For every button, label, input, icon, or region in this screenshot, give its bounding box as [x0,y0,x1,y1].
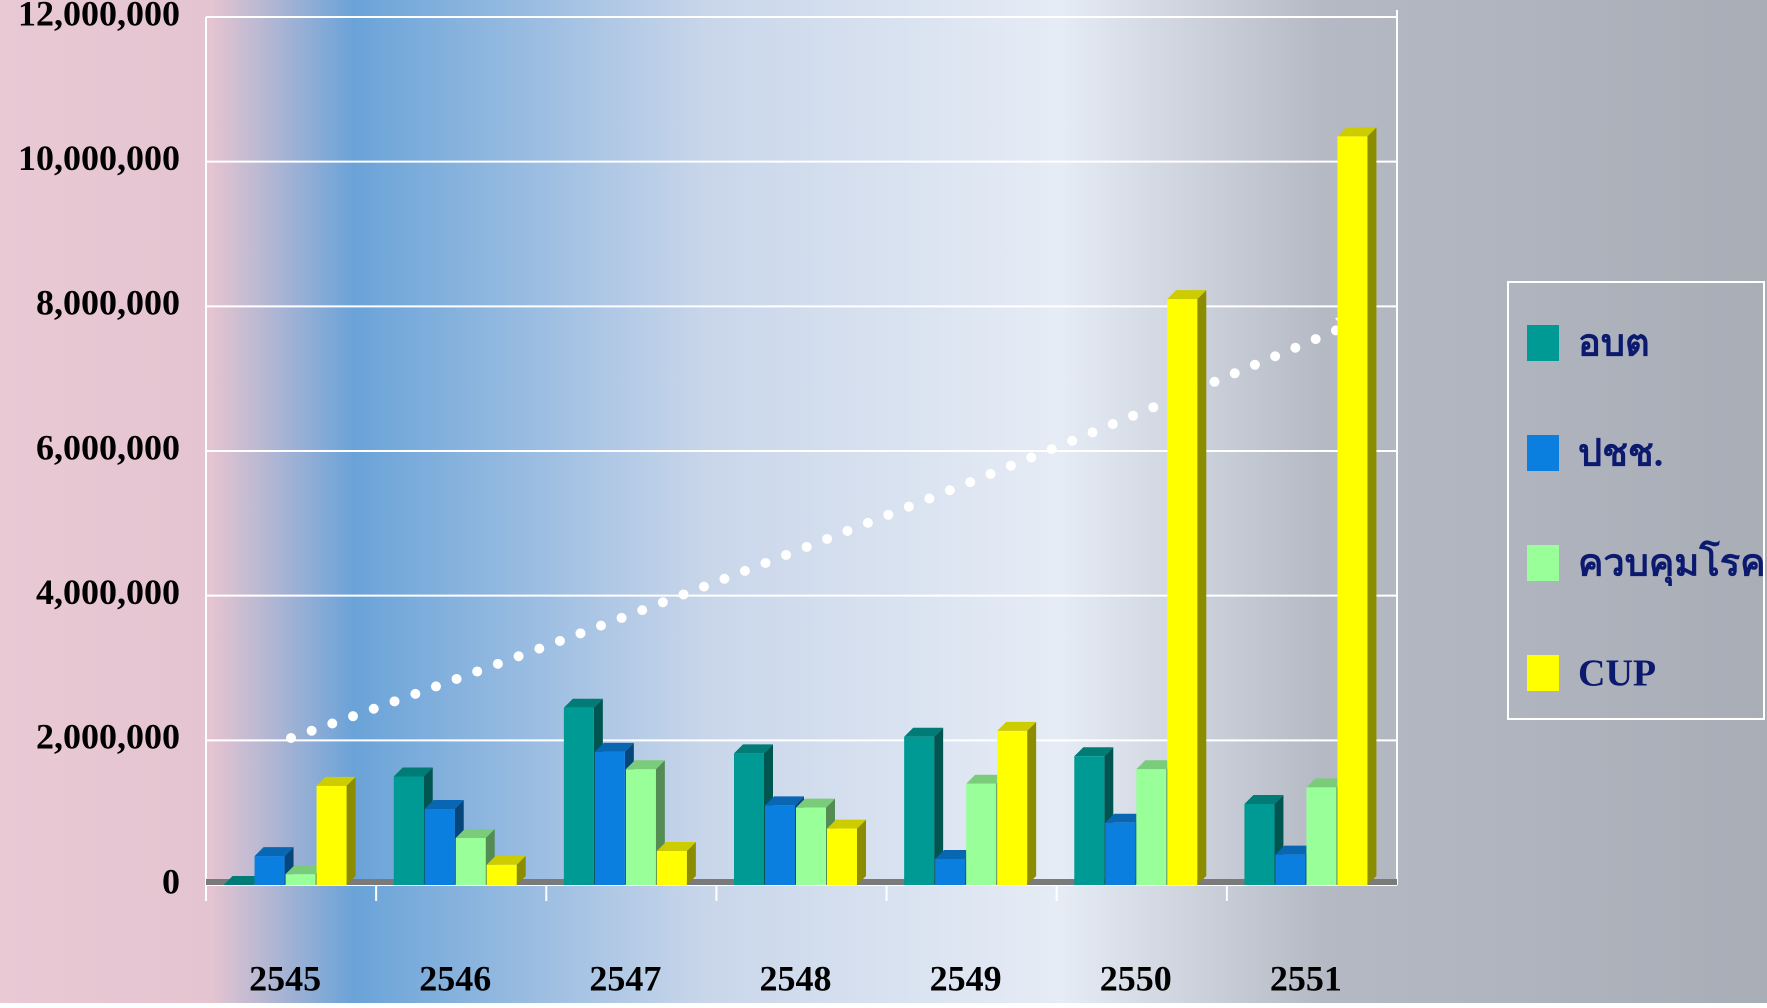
bar-top [656,842,696,852]
bar [1337,136,1368,886]
x-tick-label: 2546 [419,958,491,998]
bar [563,707,594,885]
y-tick-label: 0 [162,861,180,901]
legend-box [1507,281,1765,720]
x-tick-label: 2551 [1270,958,1342,998]
bar [316,785,347,885]
bar [254,856,285,885]
bar-top [393,767,433,777]
bar [904,736,935,885]
bar [455,837,486,885]
bar [765,805,795,885]
bar-side [516,855,526,885]
y-tick-label: 12,000,000 [18,0,180,33]
bar [1275,854,1306,885]
legend-label: ปชช. [1578,433,1663,475]
bar-top [966,774,1006,784]
bar-top [904,727,944,737]
bar-side [934,727,944,885]
bar-side [857,819,866,885]
bar-side [1027,721,1037,885]
bar-top [1275,845,1315,855]
bar [1167,299,1198,886]
bar [827,828,857,885]
legend-swatch [1527,325,1559,361]
x-tick-label: 2549 [930,958,1002,998]
y-tick-label: 2,000,000 [36,717,180,757]
bar [1074,756,1105,885]
bar-top [1167,290,1207,300]
legend-swatch [1527,435,1559,471]
bar-top [486,855,526,865]
bar-top [765,796,804,806]
bar [1136,769,1167,885]
bar [285,874,316,885]
bar [1105,822,1136,885]
bar-top [424,800,464,810]
legend-label: CUP [1578,653,1656,695]
bar-top [734,744,773,754]
legend-swatch [1527,545,1559,581]
bar-top [1306,778,1346,788]
bar-top [796,798,835,808]
bar-top [594,742,634,752]
y-tick-label: 8,000,000 [36,283,180,323]
bar [1306,787,1337,885]
x-tick-label: 2547 [589,958,661,998]
bar-side [686,842,696,885]
bar-top [1337,127,1377,137]
x-tick-label: 2550 [1100,958,1172,998]
bar-top [625,760,665,770]
bar [935,858,966,885]
bar-top [935,849,975,859]
x-tick-label: 2548 [760,958,832,998]
bar-top [223,876,263,885]
bar [656,851,687,885]
bar [997,730,1028,885]
bar [393,776,424,885]
y-tick-label: 6,000,000 [36,427,180,467]
bar [594,751,625,885]
bar-side [1197,290,1207,886]
bar-top [1136,760,1176,770]
bar-top [254,847,294,857]
bar [486,864,517,885]
bar-side [1367,127,1377,886]
bar-top [563,698,603,708]
bar [1244,803,1275,885]
bar-top [316,776,356,786]
bar-top [1244,794,1284,804]
bar [796,807,826,885]
bar-side [346,776,356,885]
legend-label: ควบคุมโรค [1578,540,1766,587]
bar-top [1105,813,1145,823]
bar-top [455,828,495,838]
bar [424,809,455,885]
bar-top [1074,747,1114,757]
bar-top [827,819,866,829]
bar [966,783,997,885]
bar [734,753,764,885]
legend-label: อบต [1578,323,1650,365]
bar-top [997,721,1037,731]
y-tick-label: 4,000,000 [36,572,180,612]
bar [625,769,656,885]
x-tick-label: 2545 [249,958,321,998]
legend-swatch [1527,655,1559,691]
bar-top [285,865,325,875]
y-tick-label: 10,000,000 [18,138,180,178]
